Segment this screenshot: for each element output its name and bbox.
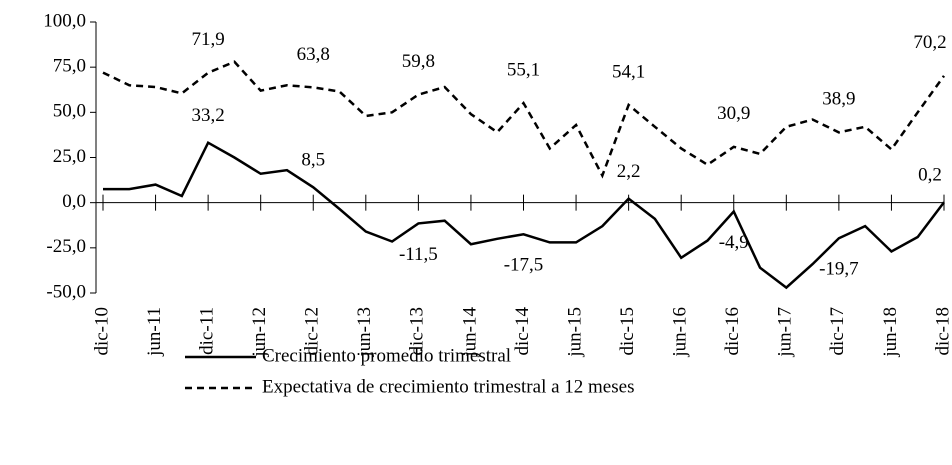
- x-tick-label: jun-15: [564, 307, 585, 358]
- x-tick-label: dic-18: [932, 307, 952, 356]
- data-label: 8,5: [301, 150, 325, 171]
- x-tick-label: dic-10: [91, 307, 112, 356]
- x-tick-label: dic-12: [302, 307, 323, 356]
- data-label: 38,9: [822, 89, 855, 110]
- y-tick-label: 100,0: [43, 10, 86, 31]
- x-tick-label: jun-13: [354, 307, 375, 358]
- legend-label: Crecimiento promedio trimestral: [262, 345, 511, 366]
- x-tick-label: dic-13: [407, 307, 428, 356]
- x-tick-label: jun-12: [249, 307, 270, 358]
- legend-label: Expectativa de crecimiento trimestral a …: [262, 376, 634, 397]
- data-label: 30,9: [717, 103, 750, 124]
- x-tick-label: jun-17: [775, 307, 796, 358]
- x-tick-label: dic-15: [617, 307, 638, 356]
- data-label: 2,2: [617, 161, 641, 182]
- y-tick-label: -50,0: [46, 281, 86, 302]
- data-label: 33,2: [192, 105, 225, 126]
- y-tick-label: 75,0: [53, 56, 86, 77]
- data-label: -17,5: [504, 255, 544, 276]
- x-tick-label: jun-18: [880, 307, 901, 358]
- y-tick-label: 0,0: [62, 191, 86, 212]
- y-tick-label: 50,0: [53, 101, 86, 122]
- data-label: 70,2: [913, 32, 946, 53]
- data-label: 54,1: [612, 61, 645, 82]
- data-label: 0,2: [918, 165, 942, 186]
- x-tick-label: jun-11: [144, 307, 165, 357]
- x-tick-label: dic-16: [722, 307, 743, 356]
- y-tick-label: 25,0: [53, 146, 86, 167]
- x-tick-label: jun-16: [670, 307, 691, 358]
- data-label: 59,8: [402, 51, 435, 72]
- data-label: 63,8: [297, 44, 330, 65]
- data-label: -4,9: [719, 232, 749, 253]
- data-label: -19,7: [819, 259, 859, 280]
- line-series: [103, 140, 945, 290]
- x-tick-label: dic-17: [827, 307, 848, 356]
- data-label: 55,1: [507, 59, 540, 80]
- data-label: 71,9: [192, 29, 225, 50]
- x-tick-label: dic-11: [196, 307, 217, 355]
- data-label: -11,5: [399, 244, 438, 265]
- x-tick-label: dic-14: [512, 307, 533, 356]
- y-tick-label: -25,0: [46, 236, 86, 257]
- x-tick-label: jun-14: [459, 307, 480, 358]
- line-series: [102, 60, 946, 179]
